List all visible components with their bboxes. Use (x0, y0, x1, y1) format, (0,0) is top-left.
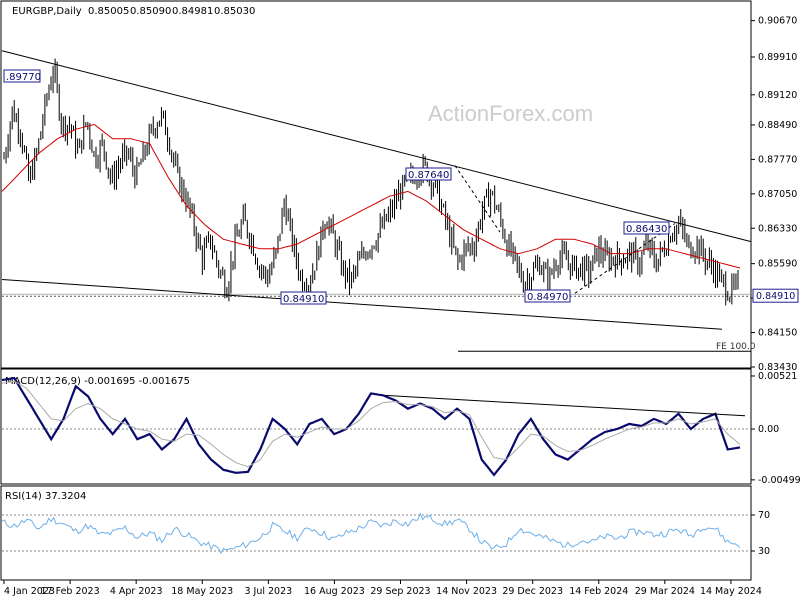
annotation-label: 0.84910 (283, 294, 324, 305)
axes: 0.90670 0.89910 0.89120 0.88490 0.87770 0.870… (3, 16, 800, 597)
wave-dashed-lines (454, 165, 676, 294)
annotation-box (3, 69, 41, 83)
annotation-box (280, 291, 327, 305)
annotation-box (524, 289, 571, 303)
lower-trendline (1, 278, 723, 330)
price-y-tick-label: 0.87770 (758, 154, 797, 165)
annotation-box (623, 221, 670, 235)
price-plot: .89770 0.84910 0.87640 0.84970 0.86430 FE 100… (1, 50, 756, 352)
price-y-tick-label: 0.87050 (758, 189, 797, 200)
rsi-panel-title: RSI(14) 37.3204 (5, 491, 86, 502)
x-tick-label: 4 Jan 2023 (4, 586, 55, 597)
x-tick-label: 29 Mar 2024 (635, 586, 695, 597)
price-y-tick-label: 0.84150 (758, 328, 797, 339)
rsi-y-tick-label: 70 (758, 510, 770, 521)
macd-signal-line (1, 380, 741, 468)
annotation-label: 0.84970 (527, 292, 568, 303)
annotation-box (405, 167, 452, 181)
price-y-tick-label: 0.83430 (758, 362, 797, 373)
macd-line (1, 376, 741, 477)
macd-y-tick-label: -0.00499 (758, 475, 800, 486)
price-y-tick-label: 0.86330 (758, 223, 797, 234)
current-price-label: 0.84910 (756, 291, 795, 302)
macd-panel-frame (0, 368, 752, 485)
ohlc-open: 0.85005 (88, 6, 129, 17)
x-tick-label: 14 Feb 2024 (569, 586, 628, 597)
ohlc-close: 0.85030 (214, 6, 255, 17)
macd-panel-title: MACD(12,26,9) -0.001695 -0.001675 (5, 376, 190, 387)
price-y-tick-label: 0.89120 (758, 90, 797, 101)
price-panel-frame (0, 0, 752, 369)
x-tick-label: 14 Nov 2023 (436, 586, 497, 597)
price-panel-title: EURGBP,Daily (12, 6, 82, 17)
annotation-label: FE 100.0 (716, 342, 756, 352)
moving-average-line (1, 123, 741, 269)
watermark: ActionForex.com (428, 101, 593, 126)
price-y-tick-label: 0.85590 (758, 259, 797, 270)
annotation-label: .89770 (6, 72, 41, 83)
ohlc-low: 0.84981 (172, 6, 213, 17)
current-price-box (752, 288, 799, 303)
macd-plot (1, 376, 751, 477)
price-y-tick-label: 0.88490 (758, 120, 797, 131)
rsi-y-tick-label: 30 (758, 546, 770, 557)
annotation-label: 0.87640 (408, 170, 449, 181)
x-tick-label: 14 May 2024 (700, 586, 762, 597)
ohlc-high: 0.85090 (130, 6, 171, 17)
price-y-tick-label: 0.90670 (758, 16, 797, 27)
rsi-line (1, 512, 741, 555)
macd-y-tick-label: 0.00 (758, 424, 779, 435)
x-tick-label: 29 Dec 2023 (502, 586, 563, 597)
x-tick-label: 3 Jul 2023 (244, 586, 292, 597)
upper-trendline (1, 50, 752, 243)
x-tick-label: 16 Aug 2023 (304, 586, 365, 597)
annotation-label: 0.86430 (626, 224, 667, 235)
rsi-plot (1, 512, 751, 555)
x-tick-label: 17 Feb 2023 (41, 586, 100, 597)
x-tick-label: 4 Apr 2023 (110, 586, 163, 597)
price-y-tick-label: 0.89910 (758, 52, 797, 63)
x-tick-label: 18 May 2023 (171, 586, 233, 597)
macd-trendline (384, 394, 746, 417)
rsi-panel-frame (0, 485, 752, 581)
x-tick-label: 29 Sep 2023 (370, 586, 430, 597)
ohlc-header: 0.85005 0.85090 0.84981 0.85030 (88, 6, 255, 17)
macd-y-tick-label: 0.00521 (758, 371, 797, 382)
